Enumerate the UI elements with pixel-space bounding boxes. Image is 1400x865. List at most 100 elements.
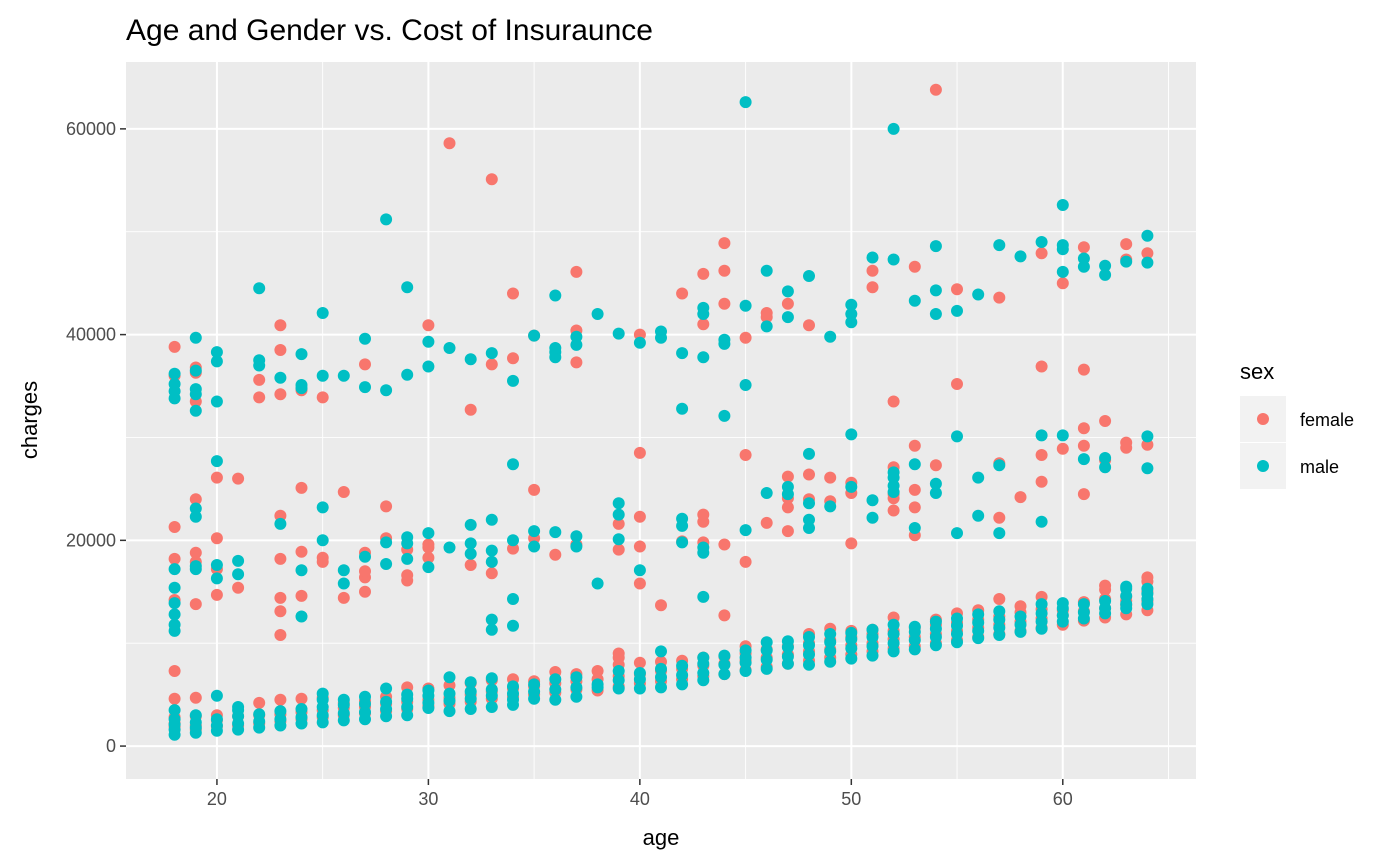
data-point-male bbox=[1099, 461, 1112, 474]
data-point-male bbox=[972, 509, 985, 522]
data-point-male bbox=[295, 564, 308, 577]
data-point-male bbox=[168, 618, 181, 631]
data-point-male bbox=[485, 672, 498, 685]
data-point-male bbox=[337, 707, 350, 720]
data-point-male bbox=[676, 347, 689, 360]
data-point-male bbox=[549, 683, 562, 696]
data-point-male bbox=[739, 665, 752, 677]
data-point-female bbox=[295, 545, 308, 558]
data-point-male bbox=[295, 379, 308, 391]
data-point-male bbox=[718, 649, 731, 662]
data-point-male bbox=[929, 639, 942, 652]
data-point-male bbox=[443, 342, 456, 354]
data-point-male bbox=[655, 645, 667, 658]
data-point-female bbox=[253, 696, 266, 709]
data-point-female bbox=[507, 287, 519, 300]
data-point-male bbox=[443, 671, 456, 684]
data-point-male bbox=[295, 703, 308, 715]
data-point-male bbox=[210, 346, 223, 359]
data-point-female bbox=[1056, 277, 1069, 290]
data-point-female bbox=[1077, 422, 1090, 435]
data-point-male bbox=[189, 404, 202, 417]
data-point-male bbox=[929, 308, 942, 320]
x-axis-title: age bbox=[643, 825, 680, 850]
data-point-female bbox=[168, 552, 181, 565]
legend-key-male bbox=[1257, 460, 1269, 472]
data-point-female bbox=[168, 692, 181, 705]
data-point-male bbox=[781, 635, 794, 648]
data-point-male bbox=[1014, 250, 1027, 263]
data-point-male bbox=[337, 564, 350, 577]
data-point-female bbox=[443, 137, 456, 150]
data-point-male bbox=[1035, 607, 1048, 620]
data-point-male bbox=[993, 613, 1006, 626]
data-point-male bbox=[951, 430, 963, 443]
data-point-female bbox=[1141, 247, 1154, 260]
data-point-male bbox=[781, 480, 794, 493]
data-point-male bbox=[359, 550, 371, 563]
data-point-male bbox=[1077, 252, 1090, 265]
data-point-male bbox=[274, 713, 287, 726]
data-point-female bbox=[1077, 241, 1090, 254]
data-point-male bbox=[464, 537, 477, 550]
data-point-female bbox=[929, 83, 942, 96]
data-point-male bbox=[295, 348, 308, 361]
data-point-female bbox=[485, 567, 498, 580]
data-point-female bbox=[866, 281, 879, 294]
data-point-male bbox=[908, 458, 921, 471]
data-point-female bbox=[253, 373, 266, 386]
data-point-male bbox=[232, 554, 245, 567]
data-point-male bbox=[189, 560, 202, 573]
data-point-male bbox=[655, 325, 667, 338]
data-point-female bbox=[210, 532, 223, 545]
data-point-male bbox=[929, 615, 942, 628]
data-point-male bbox=[803, 447, 815, 460]
data-point-male bbox=[824, 645, 837, 658]
data-point-male bbox=[210, 395, 223, 408]
data-point-male bbox=[908, 620, 921, 633]
data-point-male bbox=[972, 471, 985, 484]
data-point-male bbox=[507, 458, 519, 471]
data-point-male bbox=[485, 701, 498, 713]
data-point-female bbox=[316, 391, 329, 404]
data-point-male bbox=[718, 668, 731, 681]
data-point-male bbox=[718, 658, 731, 671]
data-point-female bbox=[760, 516, 773, 529]
y-axis-ticks: 0 20000 40000 60000 bbox=[66, 119, 126, 756]
data-point-male bbox=[866, 511, 879, 524]
data-point-female bbox=[633, 510, 646, 523]
data-point-male bbox=[1120, 598, 1133, 611]
data-point-male bbox=[464, 685, 477, 698]
data-point-male bbox=[422, 684, 435, 697]
data-point-male bbox=[929, 477, 942, 490]
data-point-male bbox=[993, 527, 1006, 540]
data-point-male bbox=[401, 368, 414, 381]
data-point-female bbox=[1077, 363, 1090, 376]
data-point-male bbox=[168, 608, 181, 621]
data-point-female bbox=[781, 470, 794, 483]
data-points bbox=[168, 83, 1154, 741]
data-point-female bbox=[633, 656, 646, 669]
data-point-female bbox=[337, 486, 350, 498]
data-point-male bbox=[697, 651, 710, 664]
data-point-male bbox=[528, 329, 541, 342]
data-point-male bbox=[781, 285, 794, 298]
data-point-male bbox=[570, 671, 583, 684]
data-point-male bbox=[951, 636, 963, 649]
data-point-male bbox=[189, 364, 202, 377]
data-point-male bbox=[274, 705, 287, 718]
x-tick-label: 60 bbox=[1053, 789, 1073, 809]
data-point-male bbox=[633, 564, 646, 577]
data-point-male bbox=[189, 510, 202, 523]
data-point-male bbox=[168, 378, 181, 390]
data-point-female bbox=[337, 591, 350, 604]
data-point-male bbox=[1056, 239, 1069, 252]
data-point-male bbox=[993, 621, 1006, 634]
data-point-female bbox=[633, 446, 646, 459]
data-point-male bbox=[443, 687, 456, 700]
data-point-female bbox=[887, 504, 900, 517]
data-point-male bbox=[485, 555, 498, 568]
data-point-male bbox=[1099, 595, 1112, 607]
data-point-female bbox=[168, 521, 181, 533]
data-point-male bbox=[929, 631, 942, 643]
